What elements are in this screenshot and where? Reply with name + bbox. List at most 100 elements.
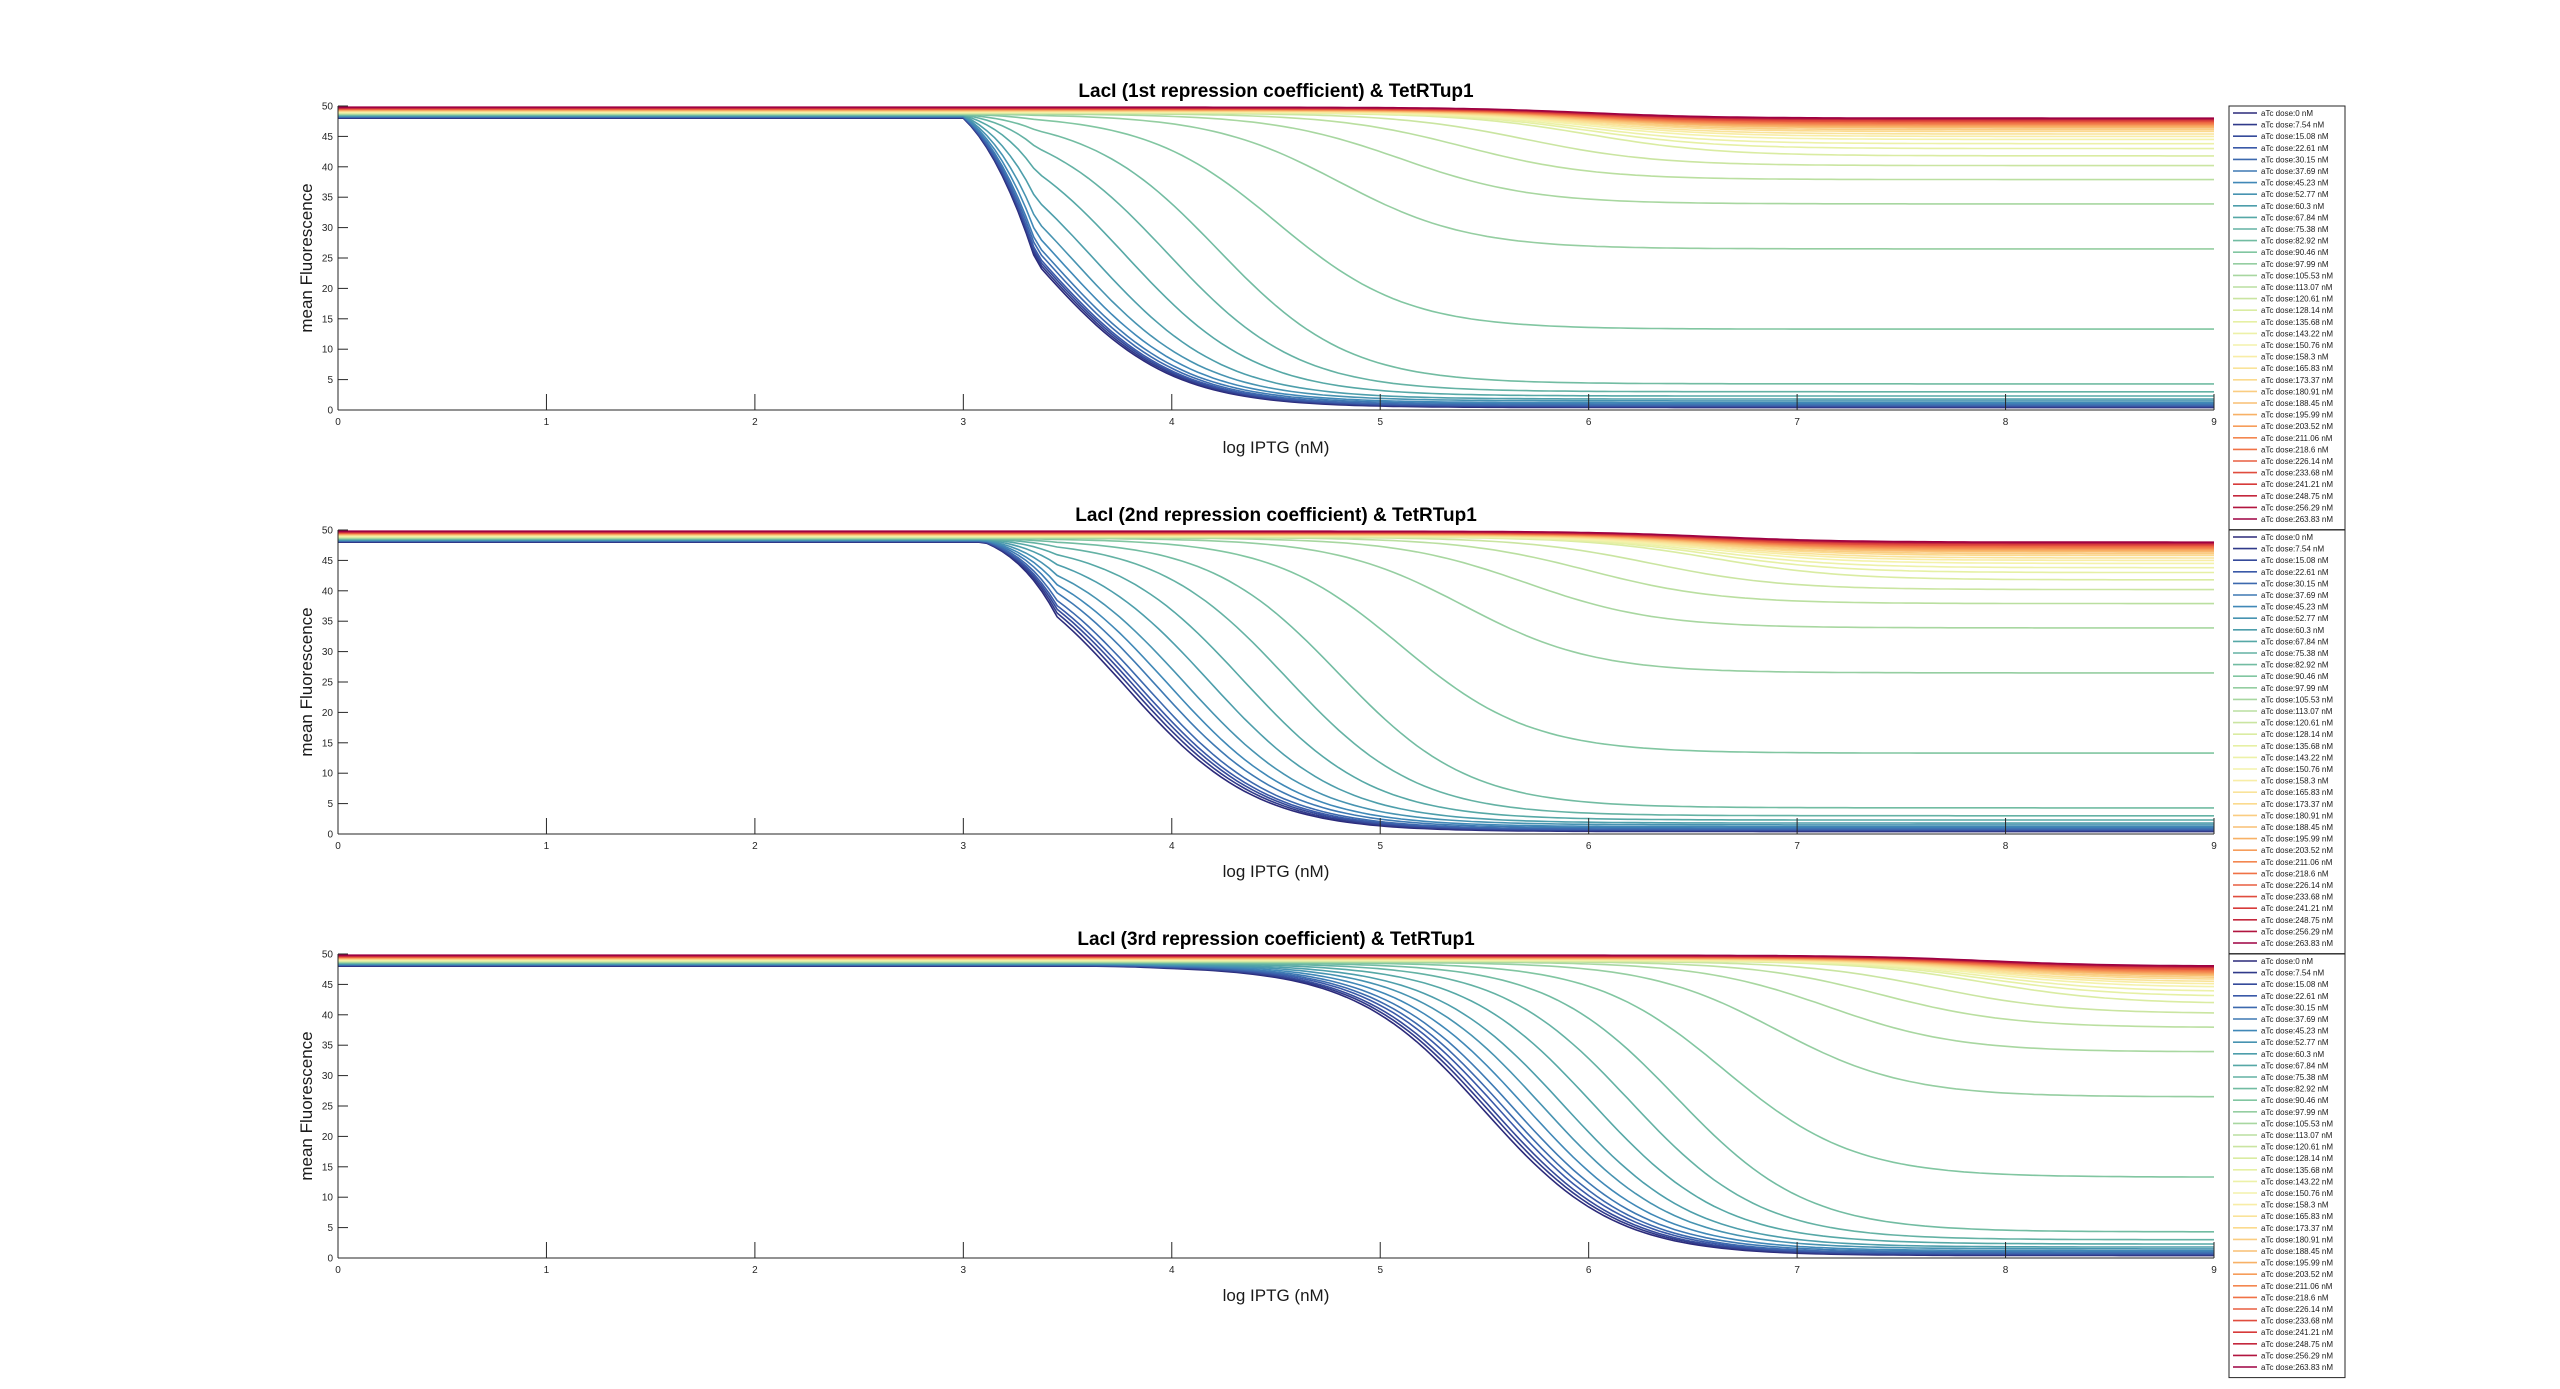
x-axis-label: log IPTG (nM)	[1223, 1286, 1330, 1305]
legend-label: aTc dose:150.76 nM	[2261, 1189, 2333, 1198]
legend-label: aTc dose:203.52 nM	[2261, 846, 2333, 855]
series-line-11	[338, 538, 2214, 817]
y-tick-label: 25	[322, 678, 334, 689]
legend-label: aTc dose:195.99 nM	[2261, 835, 2333, 844]
x-tick-label: 0	[335, 841, 341, 852]
legend-label: aTc dose:233.68 nM	[2261, 469, 2333, 478]
legend-label: aTc dose:37.69 nM	[2261, 591, 2329, 600]
y-tick-label: 40	[322, 1010, 334, 1021]
y-tick-label: 15	[322, 738, 334, 749]
legend-label: aTc dose:105.53 nM	[2261, 271, 2333, 280]
legend-label: aTc dose:226.14 nM	[2261, 881, 2333, 890]
legend-label: aTc dose:120.61 nM	[2261, 1143, 2333, 1152]
legend-label: aTc dose:150.76 nM	[2261, 765, 2333, 774]
x-axis-label: log IPTG (nM)	[1223, 438, 1330, 457]
x-tick-label: 5	[1377, 841, 1383, 852]
x-tick-label: 5	[1377, 417, 1383, 428]
y-tick-label: 40	[322, 162, 334, 173]
legend: aTc dose:0 nM aTc dose:7.54 nM aTc dose:15…	[2228, 953, 2346, 1379]
y-tick-label: 0	[327, 1254, 333, 1265]
legend-label: aTc dose:113.07 nM	[2261, 1131, 2333, 1140]
series-line-10	[338, 114, 2214, 397]
x-tick-label: 5	[1377, 1265, 1383, 1276]
legend-label: aTc dose:60.3 nM	[2261, 1050, 2324, 1059]
legend-label: aTc dose:128.14 nM	[2261, 1154, 2333, 1163]
series-line-3	[338, 964, 2214, 1256]
legend-label: aTc dose:158.3 nM	[2261, 353, 2329, 362]
series-line-3	[338, 540, 2214, 832]
y-axis-label: mean Fluorescence	[297, 607, 316, 756]
x-tick-label: 4	[1169, 417, 1175, 428]
legend-label: aTc dose:218.6 nM	[2261, 1293, 2329, 1302]
legend-label: aTc dose:256.29 nM	[2261, 1351, 2333, 1360]
y-tick-label: 20	[322, 708, 334, 719]
series-line-8	[338, 539, 2214, 826]
legend-label: aTc dose:0 nM	[2261, 957, 2313, 966]
legend-label: aTc dose:256.29 nM	[2261, 927, 2333, 936]
y-tick-label: 0	[327, 406, 333, 417]
series-line-2	[338, 965, 2214, 1256]
y-tick-label: 35	[322, 1041, 334, 1052]
series-line-1	[338, 541, 2214, 833]
series-line-4	[338, 964, 2214, 1255]
legend-label: aTc dose:45.23 nM	[2261, 1027, 2329, 1036]
y-tick-label: 50	[322, 102, 334, 113]
y-tick-label: 30	[322, 223, 334, 234]
legend-label: aTc dose:128.14 nM	[2261, 730, 2333, 739]
legend-label: aTc dose:22.61 nM	[2261, 144, 2329, 153]
legend-label: aTc dose:30.15 nM	[2261, 1003, 2329, 1012]
series-line-36	[338, 106, 2214, 119]
legend-label: aTc dose:188.45 nM	[2261, 823, 2333, 832]
series-line-1	[338, 965, 2214, 1257]
legend-label: aTc dose:203.52 nM	[2261, 1270, 2333, 1279]
legend-label: aTc dose:233.68 nM	[2261, 893, 2333, 902]
y-tick-label: 5	[327, 375, 333, 386]
legend-label: aTc dose:15.08 nM	[2261, 980, 2329, 989]
y-tick-label: 45	[322, 132, 334, 143]
chart-panel-3: LacI (3rd repression coefficient) & TetR…	[297, 929, 2346, 1379]
y-tick-label: 10	[322, 1193, 334, 1204]
y-tick-label: 30	[322, 647, 334, 658]
legend-label: aTc dose:113.07 nM	[2261, 283, 2333, 292]
legend-label: aTc dose:211.06 nM	[2261, 1282, 2333, 1291]
legend-label: aTc dose:7.54 nM	[2261, 121, 2324, 130]
legend-label: aTc dose:82.92 nM	[2261, 237, 2329, 246]
legend-label: aTc dose:143.22 nM	[2261, 329, 2333, 338]
series-line-2	[338, 117, 2214, 408]
legend-label: aTc dose:7.54 nM	[2261, 969, 2324, 978]
y-tick-label: 30	[322, 1071, 334, 1082]
series-line-9	[338, 114, 2214, 400]
legend-label: aTc dose:82.92 nM	[2261, 661, 2329, 670]
x-tick-label: 6	[1586, 841, 1592, 852]
y-tick-label: 0	[327, 830, 333, 841]
legend-label: aTc dose:0 nM	[2261, 109, 2313, 118]
legend-label: aTc dose:165.83 nM	[2261, 1212, 2333, 1221]
y-tick-label: 5	[327, 799, 333, 810]
legend-label: aTc dose:263.83 nM	[2261, 515, 2333, 524]
series-line-8	[338, 115, 2214, 402]
x-tick-label: 0	[335, 417, 341, 428]
chart-panel-2: LacI (2nd repression coefficient) & TetR…	[297, 505, 2346, 955]
legend-label: aTc dose:180.91 nM	[2261, 811, 2333, 820]
x-tick-label: 9	[2211, 1265, 2217, 1276]
legend-label: aTc dose:165.83 nM	[2261, 364, 2333, 373]
legend-label: aTc dose:0 nM	[2261, 533, 2313, 542]
series-group	[338, 106, 2214, 409]
series-line-10	[338, 538, 2214, 821]
y-tick-label: 15	[322, 314, 334, 325]
x-tick-label: 7	[1794, 417, 1800, 428]
legend-label: aTc dose:218.6 nM	[2261, 445, 2329, 454]
legend-label: aTc dose:256.29 nM	[2261, 503, 2333, 512]
legend-label: aTc dose:195.99 nM	[2261, 1259, 2333, 1268]
legend-label: aTc dose:211.06 nM	[2261, 434, 2333, 443]
legend-label: aTc dose:120.61 nM	[2261, 719, 2333, 728]
legend-label: aTc dose:52.77 nM	[2261, 190, 2329, 199]
legend-label: aTc dose:203.52 nM	[2261, 422, 2333, 431]
legend-label: aTc dose:7.54 nM	[2261, 545, 2324, 554]
y-tick-label: 35	[322, 617, 334, 628]
chart-panel-1: LacI (1st repression coefficient) & TetR…	[297, 81, 2346, 531]
legend-label: aTc dose:180.91 nM	[2261, 1235, 2333, 1244]
series-line-5	[338, 540, 2214, 830]
x-tick-label: 7	[1794, 841, 1800, 852]
